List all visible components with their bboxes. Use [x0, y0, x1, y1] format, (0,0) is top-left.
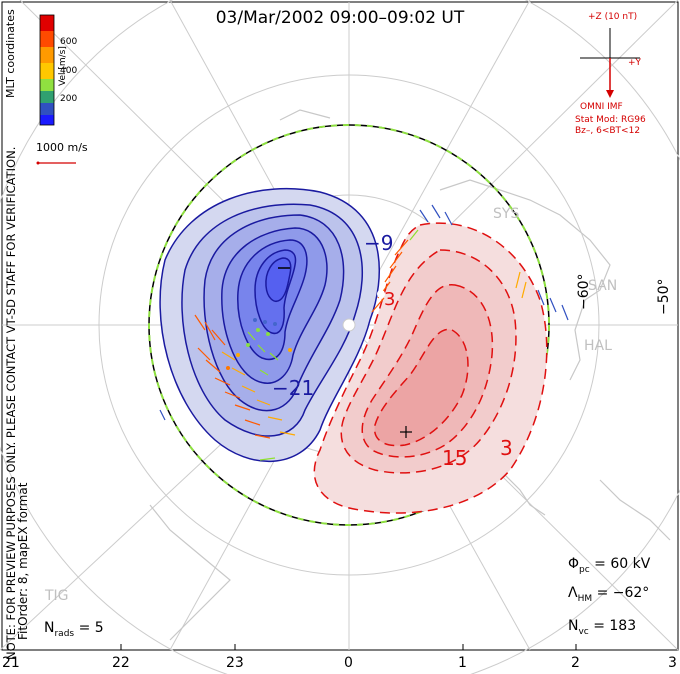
imf-model: Stat Mod: RG96: [575, 115, 646, 125]
mlt-tick-1: 1: [458, 655, 467, 671]
imf-z-label: +Z (10 nT): [588, 12, 638, 22]
contour-label-pos-15: 15: [442, 446, 467, 470]
station-san: SAN: [588, 278, 617, 294]
n-rads-value: = 5: [78, 620, 104, 636]
lat-label-50: −50°: [656, 278, 672, 315]
mlt-tick-3: 3: [668, 655, 677, 671]
colorbar-tick-400: 400: [60, 66, 78, 76]
lambda-hm-stat: ΛHM = −62°: [568, 585, 650, 604]
positive-cell: [313, 222, 548, 514]
lat-label-60: −60°: [576, 273, 592, 310]
station-tig: TIG: [44, 588, 69, 604]
station-hal: HAL: [584, 338, 612, 354]
mlt-axis: [2, 644, 678, 651]
imf-clock: [580, 28, 640, 98]
velocity-vectors: [159, 204, 569, 461]
map-title: 03/Mar/2002 09:00–09:02 UT: [215, 8, 465, 28]
mlt-tick-2: 2: [571, 655, 580, 671]
fit-order-note: FitOrder: 8, mapEX format: [16, 482, 30, 640]
hm-boundary: [148, 124, 550, 526]
imf-source: OMNI IMF: [580, 102, 623, 112]
colorbar: [39, 14, 55, 126]
mlt-tick-21: 21: [2, 655, 20, 671]
lambda-hm-value: = −62°: [596, 585, 650, 601]
contour-label-pos-3a: 3: [384, 289, 395, 310]
imf-y-label: +Y: [628, 58, 642, 68]
n-vc-stat: Nvc = 183: [568, 618, 637, 637]
contour-label-pos-3b: 3: [500, 436, 513, 460]
mlt-tick-22: 22: [112, 655, 130, 671]
vector-origins: [226, 318, 292, 370]
colorbar-tick-200: 200: [60, 94, 78, 104]
mlt-tick-23: 23: [226, 655, 244, 671]
mlt-tick-0: 0: [344, 655, 353, 671]
negative-cell: [159, 187, 381, 462]
dusk-marker: [377, 290, 385, 298]
phi-pc-stat: Φpc = 60 kV: [568, 556, 651, 575]
contour-label-neg-9: −9: [364, 231, 393, 255]
phi-pc-value: = 60 kV: [594, 556, 651, 572]
coords-label: MLT coordinates: [4, 9, 17, 98]
colorbar-tick-600: 600: [60, 37, 78, 47]
contour-label-neg-21: −21: [272, 376, 314, 400]
n-rads-stat: Nrads = 5: [44, 620, 104, 639]
scale-vector-label: 1000 m/s: [36, 141, 88, 154]
pole-marker: [342, 318, 356, 332]
station-sys: SYS: [493, 206, 519, 222]
imf-condition: Bz–, 6<BT<12: [575, 126, 641, 136]
n-vc-value: = 183: [593, 618, 637, 634]
